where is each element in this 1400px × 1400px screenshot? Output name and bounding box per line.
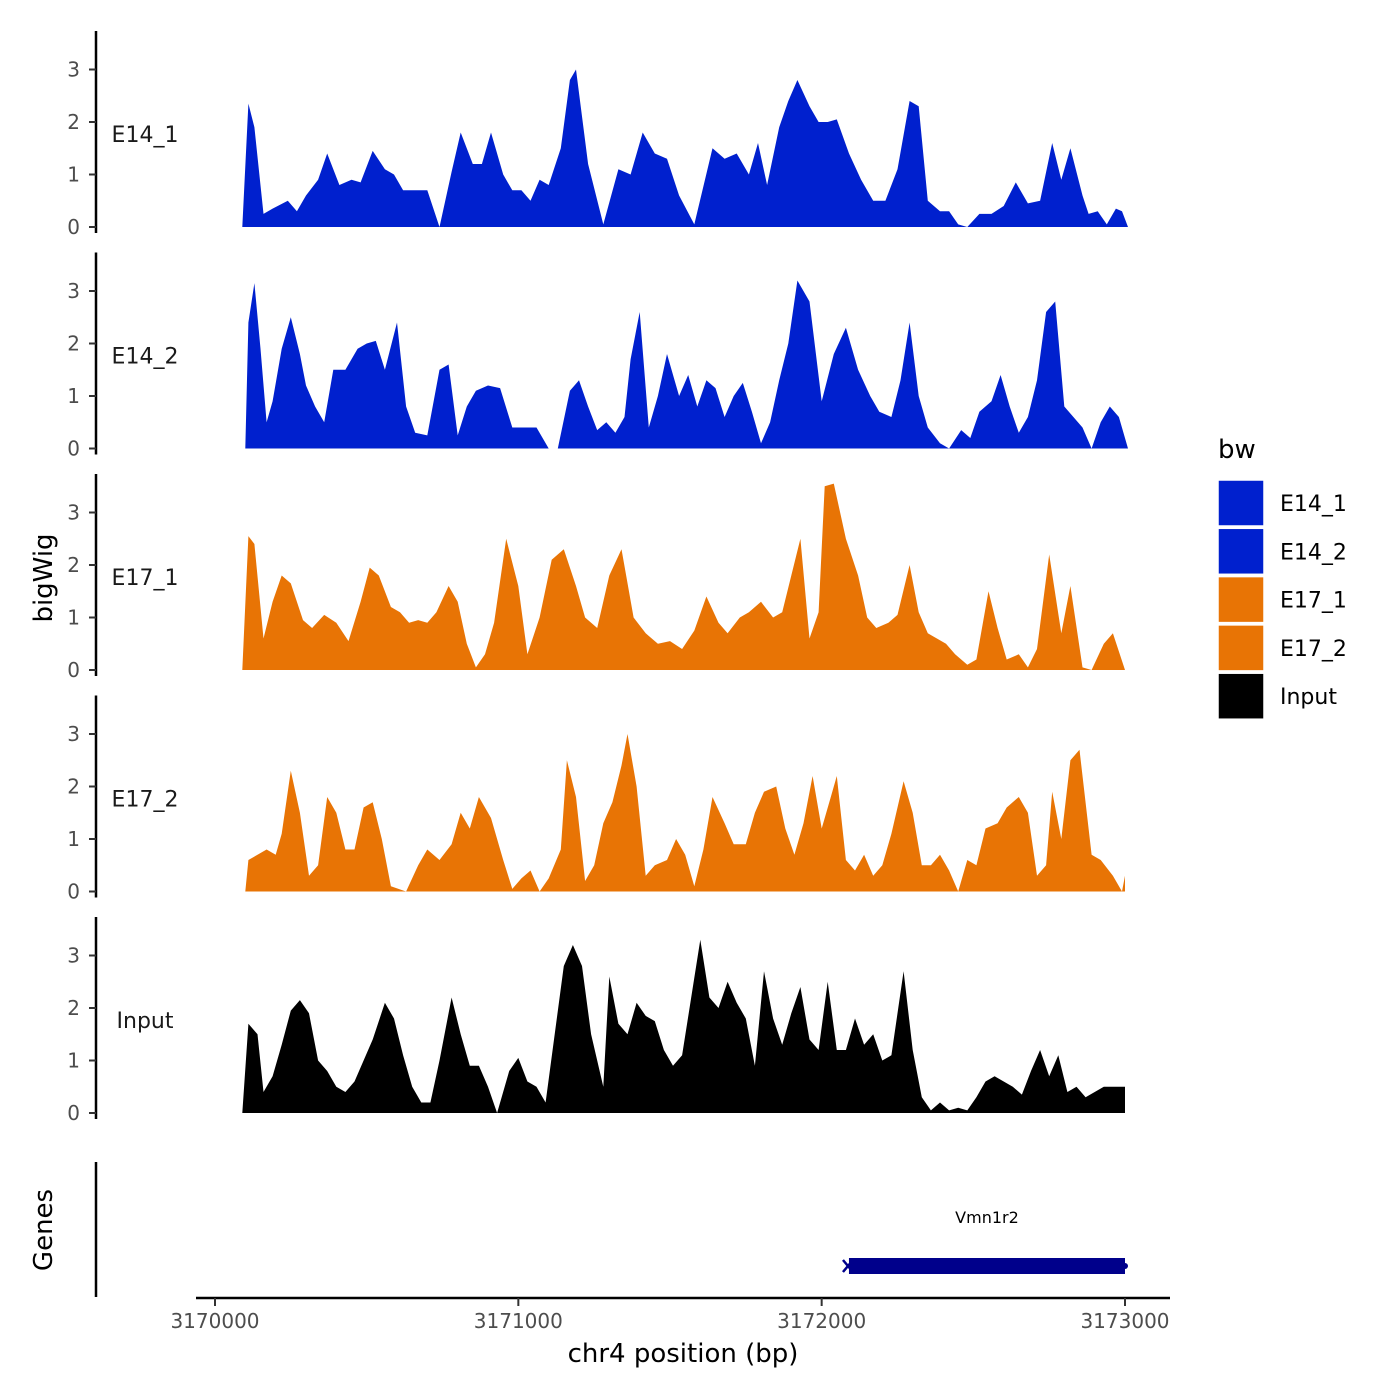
legend-key-E17_2 [1217, 624, 1265, 672]
legend-label-E17_1: E17_1 [1280, 589, 1347, 614]
gene-label-Vmn1r2: Vmn1r2 [955, 1208, 1019, 1227]
legend-title: bw [1218, 435, 1256, 465]
x-tick-label: 3173000 [1080, 1309, 1169, 1333]
track-E17_2: 0 1 2 3 E17_2 [67, 695, 1126, 904]
y-tick-label: 1 [67, 1049, 80, 1073]
y-tick-label: 2 [67, 775, 80, 799]
genes-panel: Genes Vmn1r2 [29, 1162, 1128, 1297]
y-tick-label: 3 [67, 944, 80, 968]
track-E14_2: 0 1 2 3 E14_2 [67, 252, 1129, 461]
y-tick-label: 1 [67, 606, 80, 630]
area-E14_2 [245, 280, 1129, 449]
legend-label-E17_2: E17_2 [1280, 637, 1347, 662]
legend-key-E14_1 [1217, 479, 1265, 527]
y-axis-title: bigWig [29, 533, 59, 622]
y-tick-label: 2 [67, 332, 80, 356]
legend-label-Input: Input [1280, 685, 1337, 710]
y-tick-label: 0 [67, 658, 80, 682]
y-tick-label: 0 [67, 1101, 80, 1125]
track-label-E17_1: E17_1 [112, 566, 179, 591]
y-tick-label: 3 [67, 279, 80, 303]
area-E14_1 [242, 69, 1129, 227]
y-tick-label: 3 [67, 58, 80, 82]
y-tick-label: 3 [67, 722, 80, 746]
y-tick-label: 1 [67, 384, 80, 408]
track-label-E14_2: E14_2 [112, 345, 179, 370]
area-Input [242, 939, 1126, 1113]
track-label-E17_2: E17_2 [112, 788, 179, 813]
track-E17_1: 0 1 2 3 E17_1 [67, 474, 1126, 682]
legend-key-E17_1 [1217, 575, 1265, 624]
x-axis-title: chr4 position (bp) [568, 1339, 799, 1369]
gene-strand-marker [842, 1259, 854, 1273]
legend-key-Input [1217, 672, 1265, 720]
legend-key-E14_2 [1217, 527, 1265, 576]
x-tick-label: 3172000 [777, 1309, 866, 1333]
legend: bw E14_1 E14_2 E17_1 E17_2 Input [1217, 435, 1347, 720]
legend-label-E14_1: E14_1 [1280, 492, 1347, 517]
y-tick-label: 0 [67, 215, 80, 239]
gene-Vmn1r2 [848, 1258, 1125, 1274]
area-E17_1 [242, 483, 1126, 670]
track-E14_1: 0 1 2 3 E14_1 [67, 31, 1129, 239]
genes-axis-title: Genes [29, 1189, 59, 1271]
y-tick-label: 3 [67, 501, 80, 525]
y-tick-label: 2 [67, 996, 80, 1020]
area-E17_2 [245, 734, 1126, 892]
x-tick-label: 3171000 [474, 1309, 563, 1333]
gene-end-marker [1122, 1263, 1128, 1269]
y-tick-label: 1 [67, 827, 80, 851]
x-axis: 3170000 3171000 3172000 3173000 [170, 1296, 1170, 1333]
y-tick-label: 0 [67, 437, 80, 461]
track-Input: 0 1 2 3 Input [67, 917, 1126, 1125]
y-tick-label: 1 [67, 163, 80, 187]
y-tick-label: 2 [67, 553, 80, 577]
track-label-Input: Input [117, 1009, 174, 1034]
track-label-E14_1: E14_1 [112, 123, 179, 148]
y-tick-label: 2 [67, 110, 80, 134]
legend-label-E14_2: E14_2 [1280, 540, 1347, 565]
signal-tracks: 0 1 2 3 E14_1 0 1 2 3 E14_2 0 1 2 3 E17_1 0 1 2 3 E17_2 0 1 2 3… [67, 31, 1129, 1125]
y-tick-label: 0 [67, 880, 80, 904]
x-tick-label: 3170000 [170, 1309, 259, 1333]
